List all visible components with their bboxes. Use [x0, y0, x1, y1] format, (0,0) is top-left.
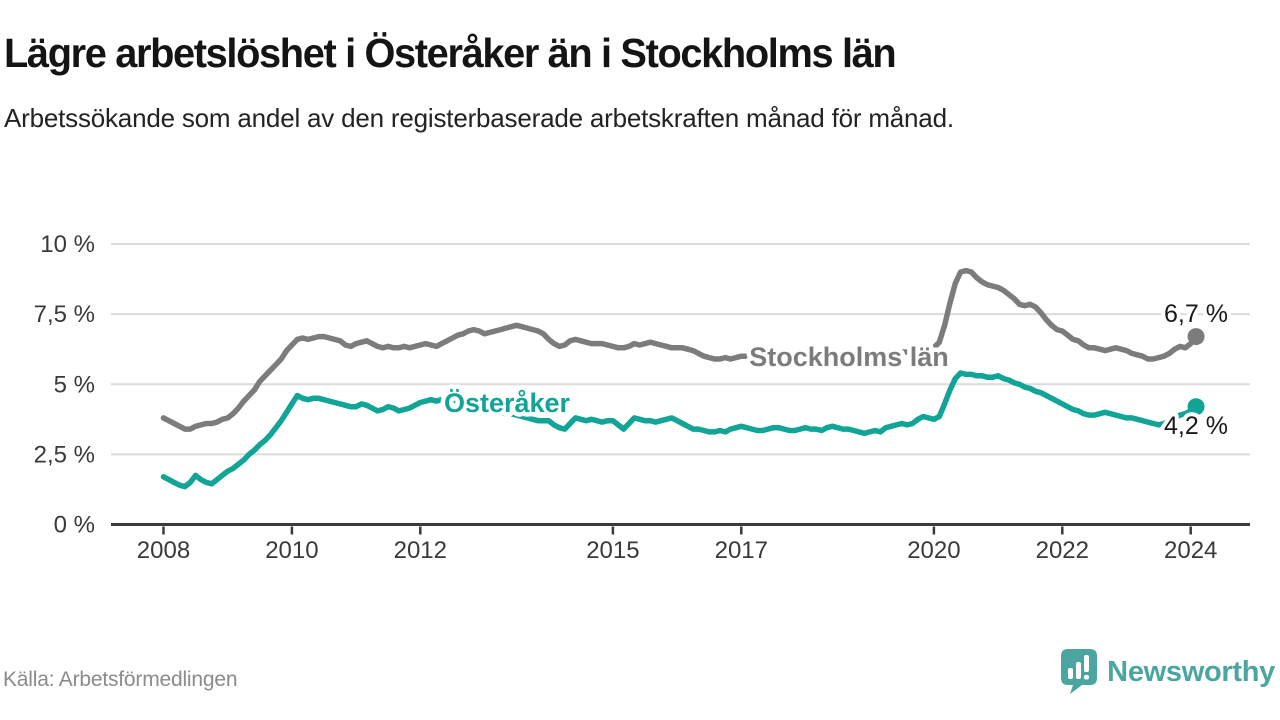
- x-axis-tick-label: 2017: [715, 537, 768, 564]
- chart-header: Lägre arbetslöshet i Österåker än i Stoc…: [4, 30, 1264, 137]
- series-line-stockholms-lan: [160, 267, 1199, 432]
- x-axis-tick-label: 2015: [586, 537, 639, 564]
- y-axis-tick-label: 0 %: [54, 512, 95, 539]
- y-axis-tick-label: 2,5 %: [34, 441, 95, 468]
- newsworthy-bubble-chart-icon: [1061, 649, 1098, 694]
- series-end-value-label: 4,2 %: [1164, 412, 1228, 440]
- series-end-value-label: 6,7 %: [1164, 300, 1228, 328]
- x-axis-tick-label: 2022: [1036, 537, 1089, 564]
- y-axis-tick-label: 10 %: [40, 231, 95, 258]
- chart-title: Lägre arbetslöshet i Österåker än i Stoc…: [4, 30, 897, 76]
- source-note: Källa: Arbetsförmedlingen: [3, 668, 238, 691]
- x-axis-tick-label: 2020: [907, 537, 960, 564]
- newsworthy-logo: Newsworthy: [1060, 648, 1275, 696]
- x-axis-tick-label: 2008: [137, 537, 190, 564]
- x-axis-tick-label: 2024: [1164, 537, 1217, 564]
- series-end-dot: [1187, 328, 1205, 346]
- series-end-dot: [1187, 398, 1205, 416]
- series-line-osteraker: [160, 370, 1199, 490]
- newsworthy-logo-text: Newsworthy: [1107, 655, 1275, 688]
- x-axis-tick-label: 2012: [394, 537, 447, 564]
- series-label: Österåker: [444, 388, 571, 418]
- y-axis-tick-label: 5 %: [54, 371, 95, 398]
- series-label: Stockholms län: [749, 342, 949, 372]
- y-axis-tick-label: 7,5 %: [34, 301, 95, 328]
- x-axis-tick-label: 2010: [265, 537, 318, 564]
- chart-subtitle: Arbetssökande som andel av den registerb…: [4, 103, 954, 133]
